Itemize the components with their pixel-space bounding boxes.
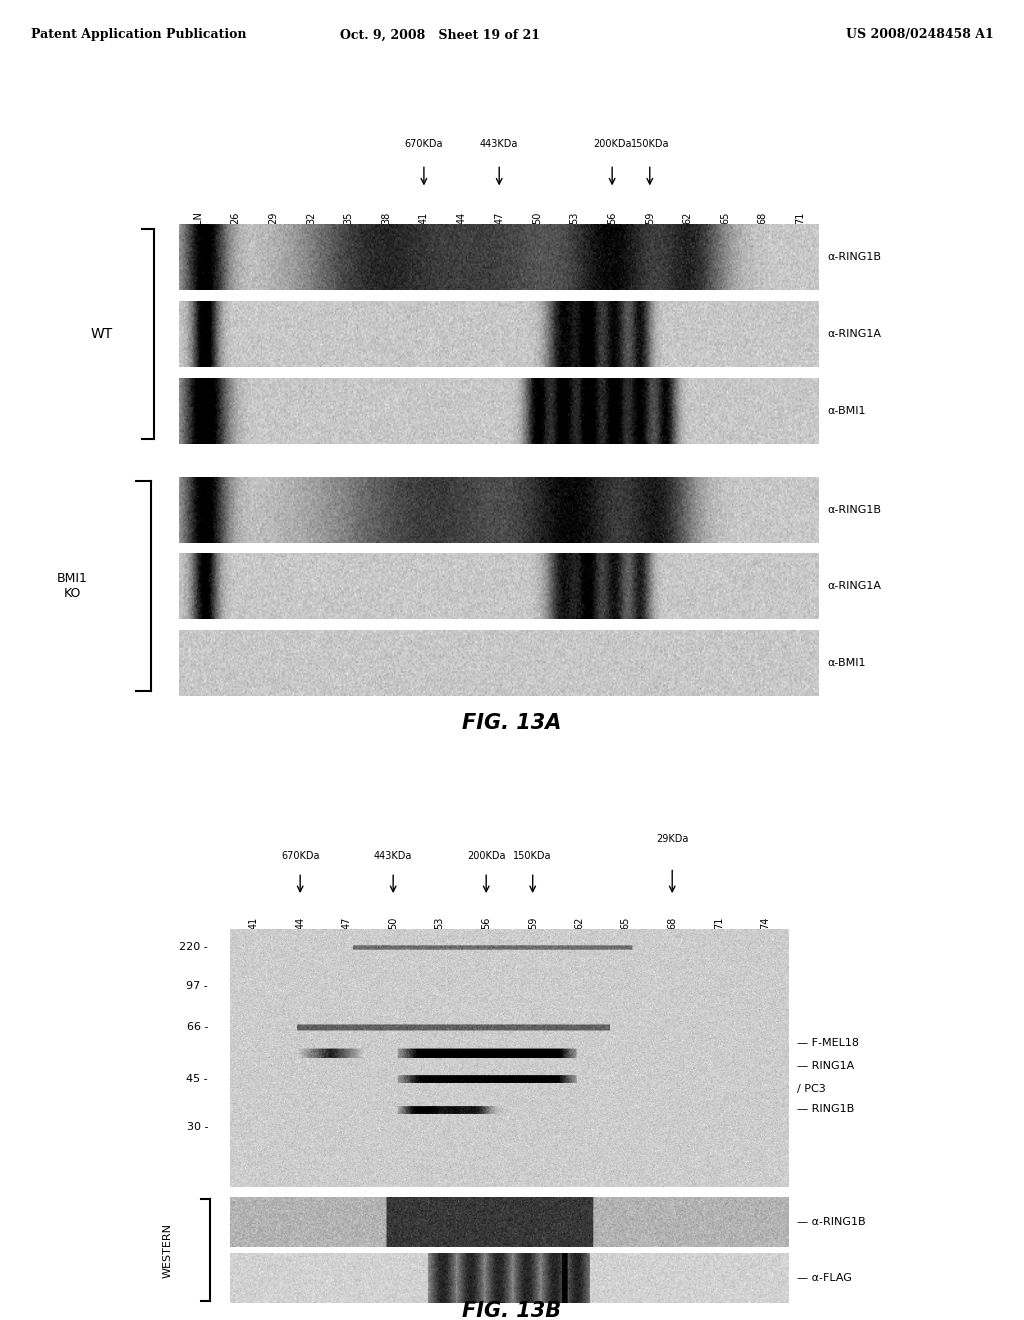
Text: 150KDa: 150KDa [631,139,669,149]
Text: 53: 53 [569,213,580,224]
Text: 71: 71 [714,917,724,929]
Text: 50: 50 [388,917,398,929]
Text: Oct. 9, 2008   Sheet 19 of 21: Oct. 9, 2008 Sheet 19 of 21 [340,29,541,41]
Text: 56: 56 [481,917,492,929]
Text: α-RING1A: α-RING1A [827,581,881,591]
Text: FIG. 13A: FIG. 13A [462,713,562,734]
Text: — α-FLAG: — α-FLAG [797,1272,852,1283]
Text: 29KDa: 29KDa [656,834,688,845]
Text: 68: 68 [758,213,768,224]
Text: 30 -: 30 - [186,1122,208,1133]
Text: WESTERN: WESTERN [163,1222,173,1278]
Text: 443KDa: 443KDa [480,139,518,149]
Text: 200KDa: 200KDa [467,851,506,862]
Text: US 2008/0248458 A1: US 2008/0248458 A1 [846,29,993,41]
Text: 45 -: 45 - [186,1073,208,1084]
Text: 59: 59 [645,213,654,224]
Text: Patent Application Publication: Patent Application Publication [31,29,246,41]
Text: 670KDa: 670KDa [281,851,319,862]
Text: 50: 50 [531,213,542,224]
Text: 68: 68 [668,917,677,929]
Text: FIG. 13B: FIG. 13B [463,1300,561,1320]
Text: 443KDa: 443KDa [374,851,413,862]
Text: 670KDa: 670KDa [404,139,443,149]
Text: α-RING1B: α-RING1B [827,252,881,263]
Text: 32: 32 [306,213,316,224]
Text: 26: 26 [230,213,241,224]
Text: — α-RING1B: — α-RING1B [797,1217,865,1228]
Text: — F-MEL18: — F-MEL18 [797,1038,859,1048]
Text: 59: 59 [527,917,538,929]
Text: / PC3: / PC3 [797,1084,825,1094]
Text: 66 -: 66 - [186,1022,208,1032]
Text: 44: 44 [457,213,467,224]
Text: 35: 35 [344,213,353,224]
Text: 97 -: 97 - [186,981,208,991]
Text: 56: 56 [607,213,617,224]
Text: 44: 44 [295,917,305,929]
Text: 47: 47 [342,917,351,929]
Text: 220 -: 220 - [179,942,208,952]
Text: 74: 74 [760,917,770,929]
Text: — RING1B: — RING1B [797,1105,854,1114]
Text: 65: 65 [720,213,730,224]
Text: 71: 71 [796,213,806,224]
Text: 150KDa: 150KDa [513,851,552,862]
Text: 53: 53 [434,917,444,929]
Text: 62: 62 [682,213,692,224]
Text: α-RING1A: α-RING1A [827,329,881,339]
Text: 38: 38 [381,213,391,224]
Text: α-BMI1: α-BMI1 [827,657,865,668]
Text: 47: 47 [495,213,504,224]
Text: — RING1A: — RING1A [797,1061,854,1071]
Text: 200KDa: 200KDa [593,139,632,149]
Text: BMI1
KO: BMI1 KO [57,572,88,601]
Text: α-RING1B: α-RING1B [827,504,881,515]
Text: WT: WT [90,327,113,341]
Text: 65: 65 [621,917,631,929]
Text: 29: 29 [268,213,279,224]
Text: 41: 41 [419,213,429,224]
Text: 62: 62 [574,917,585,929]
Text: α-BMI1: α-BMI1 [827,405,865,416]
Text: LN: LN [193,211,203,224]
Text: 41: 41 [249,917,259,929]
